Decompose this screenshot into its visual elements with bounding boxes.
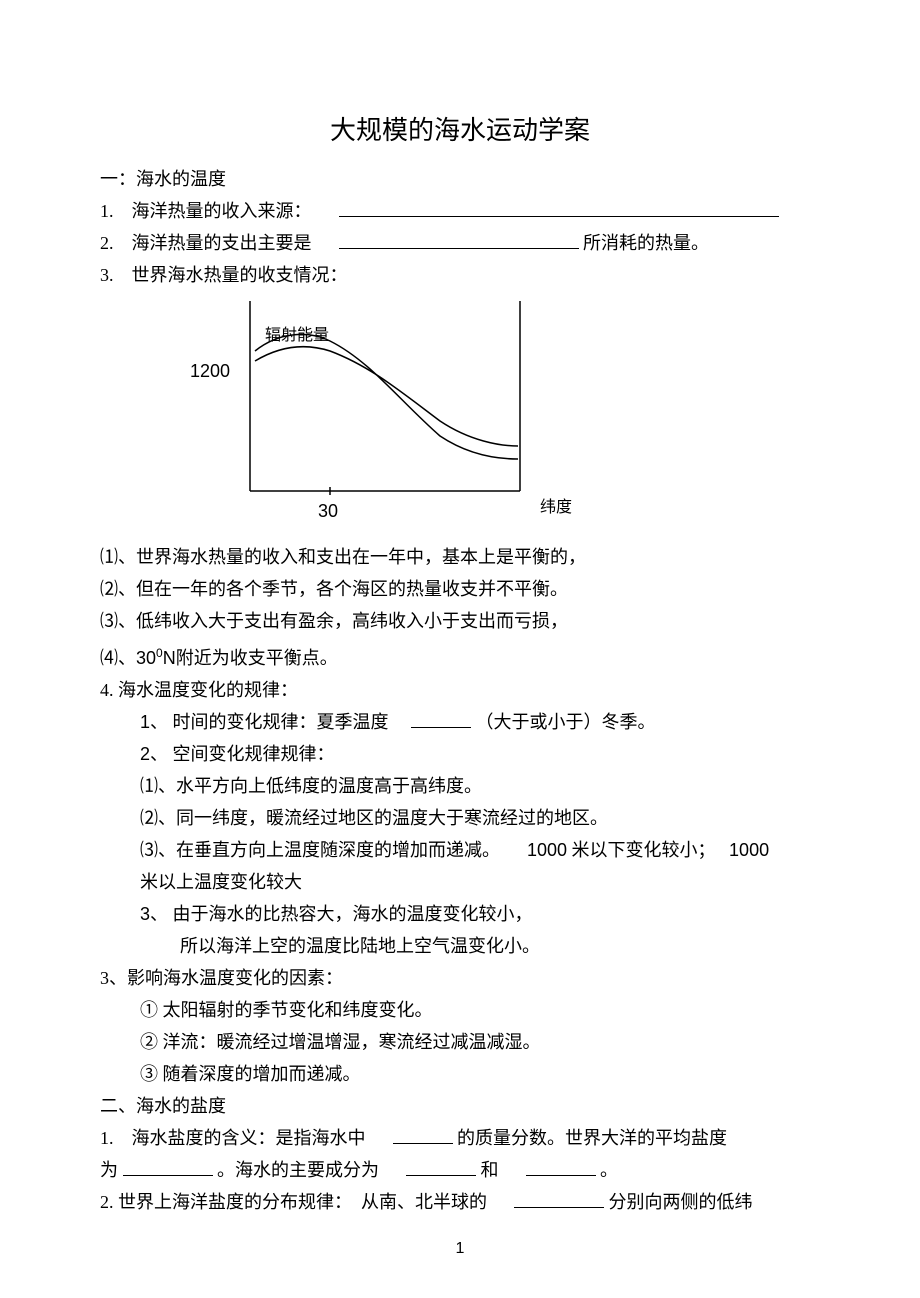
item-4-2-3: ⑶、在垂直方向上温度随深度的增加而递减。 1000 米以下变化较小； 1000 bbox=[100, 834, 820, 866]
chart-svg bbox=[100, 301, 820, 501]
item-4-3b: 所以海洋上空的温度比陆地上空气温变化小。 bbox=[100, 930, 820, 962]
item-3b-head: 3、影响海水温度变化的因素： bbox=[100, 962, 820, 994]
item-2-2-pre: 2. 世界上海洋盐度的分布规律： 从南、北半球的 bbox=[100, 1192, 487, 1212]
doc-title: 大规模的海水运动学案 bbox=[100, 110, 820, 147]
blank-hemisphere bbox=[514, 1190, 604, 1208]
item-4-2-3c: 1000 bbox=[729, 840, 769, 860]
item-4-2: 2、 空间变化规律规律： bbox=[100, 738, 820, 770]
item-1-2-pre: 2. 海洋热量的支出主要是 bbox=[100, 233, 312, 253]
item-1-3: 3. 世界海水热量的收支情况： bbox=[100, 259, 820, 291]
item-2-2-post: 分别向两侧的低纬 bbox=[609, 1192, 753, 1212]
item-3b-1: ① 太阳辐射的季节变化和纬度变化。 bbox=[100, 994, 820, 1026]
item-2-1-e: 。 bbox=[600, 1160, 618, 1180]
blank-salinity-def bbox=[393, 1126, 453, 1144]
item-3b-3: ③ 随着深度的增加而递减。 bbox=[100, 1058, 820, 1090]
item-4-1-post: （大于或小于）冬季。 bbox=[476, 712, 656, 732]
blank-avg-salinity bbox=[123, 1158, 213, 1176]
item-2-1-line2: 为 。海水的主要成分为 和 。 bbox=[100, 1154, 820, 1186]
item-2-1-line1: 1. 海水盐度的含义：是指海水中 的质量分数。世界大洋的平均盐度 bbox=[100, 1122, 820, 1154]
blank-component-1 bbox=[406, 1158, 476, 1176]
p-4-n: N bbox=[163, 648, 176, 668]
blank-income bbox=[339, 199, 779, 217]
item-4-2-3a: ⑶、在垂直方向上温度随深度的增加而递减。 bbox=[140, 840, 500, 860]
item-2-1-c: 。海水的主要成分为 bbox=[217, 1160, 379, 1180]
section-2-head: 二、海水的盐度 bbox=[100, 1090, 820, 1122]
section-1-head: 一：海水的温度 bbox=[100, 163, 820, 195]
item-4-head: 4. 海水温度变化的规律： bbox=[100, 674, 820, 706]
blank-expend bbox=[339, 231, 579, 249]
page-number: 1 bbox=[0, 1240, 920, 1258]
item-1-2-post: 所消耗的热量。 bbox=[583, 233, 709, 253]
p-1: ⑴、世界海水热量的收入和支出在一年中，基本上是平衡的， bbox=[100, 541, 820, 573]
p-3: ⑶、低纬收入大于支出有盈余，高纬收入小于支出而亏损， bbox=[100, 605, 820, 637]
p-2: ⑵、但在一年的各个季节，各个海区的热量收支并不平衡。 bbox=[100, 573, 820, 605]
blank-season bbox=[411, 710, 471, 728]
item-2-1-b: 为 bbox=[100, 1160, 118, 1180]
chart-x-tick: 30 bbox=[318, 501, 338, 522]
p-4-post: 附近为收支平衡点。 bbox=[176, 648, 338, 668]
item-2-1-pre: 1. 海水盐度的含义：是指海水中 bbox=[100, 1128, 366, 1148]
item-2-1-d: 和 bbox=[481, 1160, 499, 1180]
p-4-sup: 0 bbox=[156, 646, 163, 660]
chart-curve-2 bbox=[255, 347, 518, 446]
item-1-2: 2. 海洋热量的支出主要是 所消耗的热量。 bbox=[100, 227, 820, 259]
p-4-pre: ⑷、 bbox=[100, 648, 136, 668]
item-1-1-pre: 1. 海洋热量的收入来源： bbox=[100, 201, 312, 221]
item-1-1: 1. 海洋热量的收入来源： bbox=[100, 195, 820, 227]
item-2-1-mid: 的质量分数。世界大洋的平均盐度 bbox=[457, 1128, 727, 1148]
item-4-1: 11、 时间的变化规律：夏季温度、 时间的变化规律：夏季温度 （大于或小于）冬季… bbox=[100, 706, 820, 738]
heat-budget-chart: 1200 辐射能量 30 纬度 bbox=[100, 301, 820, 521]
item-4-2-1: ⑴、水平方向上低纬度的温度高于高纬度。 bbox=[100, 770, 820, 802]
item-4-2-3d: 米以上温度变化较大 bbox=[100, 866, 820, 898]
item-4-2-2: ⑵、同一纬度，暖流经过地区的温度大于寒流经过的地区。 bbox=[100, 802, 820, 834]
p-4: ⑷、300N附近为收支平衡点。 bbox=[100, 637, 820, 674]
item-4-3a: 3、 由于海水的比热容大，海水的温度变化较小， bbox=[100, 898, 820, 930]
p-4-num: 30 bbox=[136, 648, 156, 668]
item-3b-2: ② 洋流：暖流经过增温增湿，寒流经过减温减湿。 bbox=[100, 1026, 820, 1058]
blank-component-2 bbox=[526, 1158, 596, 1176]
item-4-2-3b-num: 1000 bbox=[527, 840, 567, 860]
item-2-2: 2. 世界上海洋盐度的分布规律： 从南、北半球的 分别向两侧的低纬 bbox=[100, 1186, 820, 1218]
